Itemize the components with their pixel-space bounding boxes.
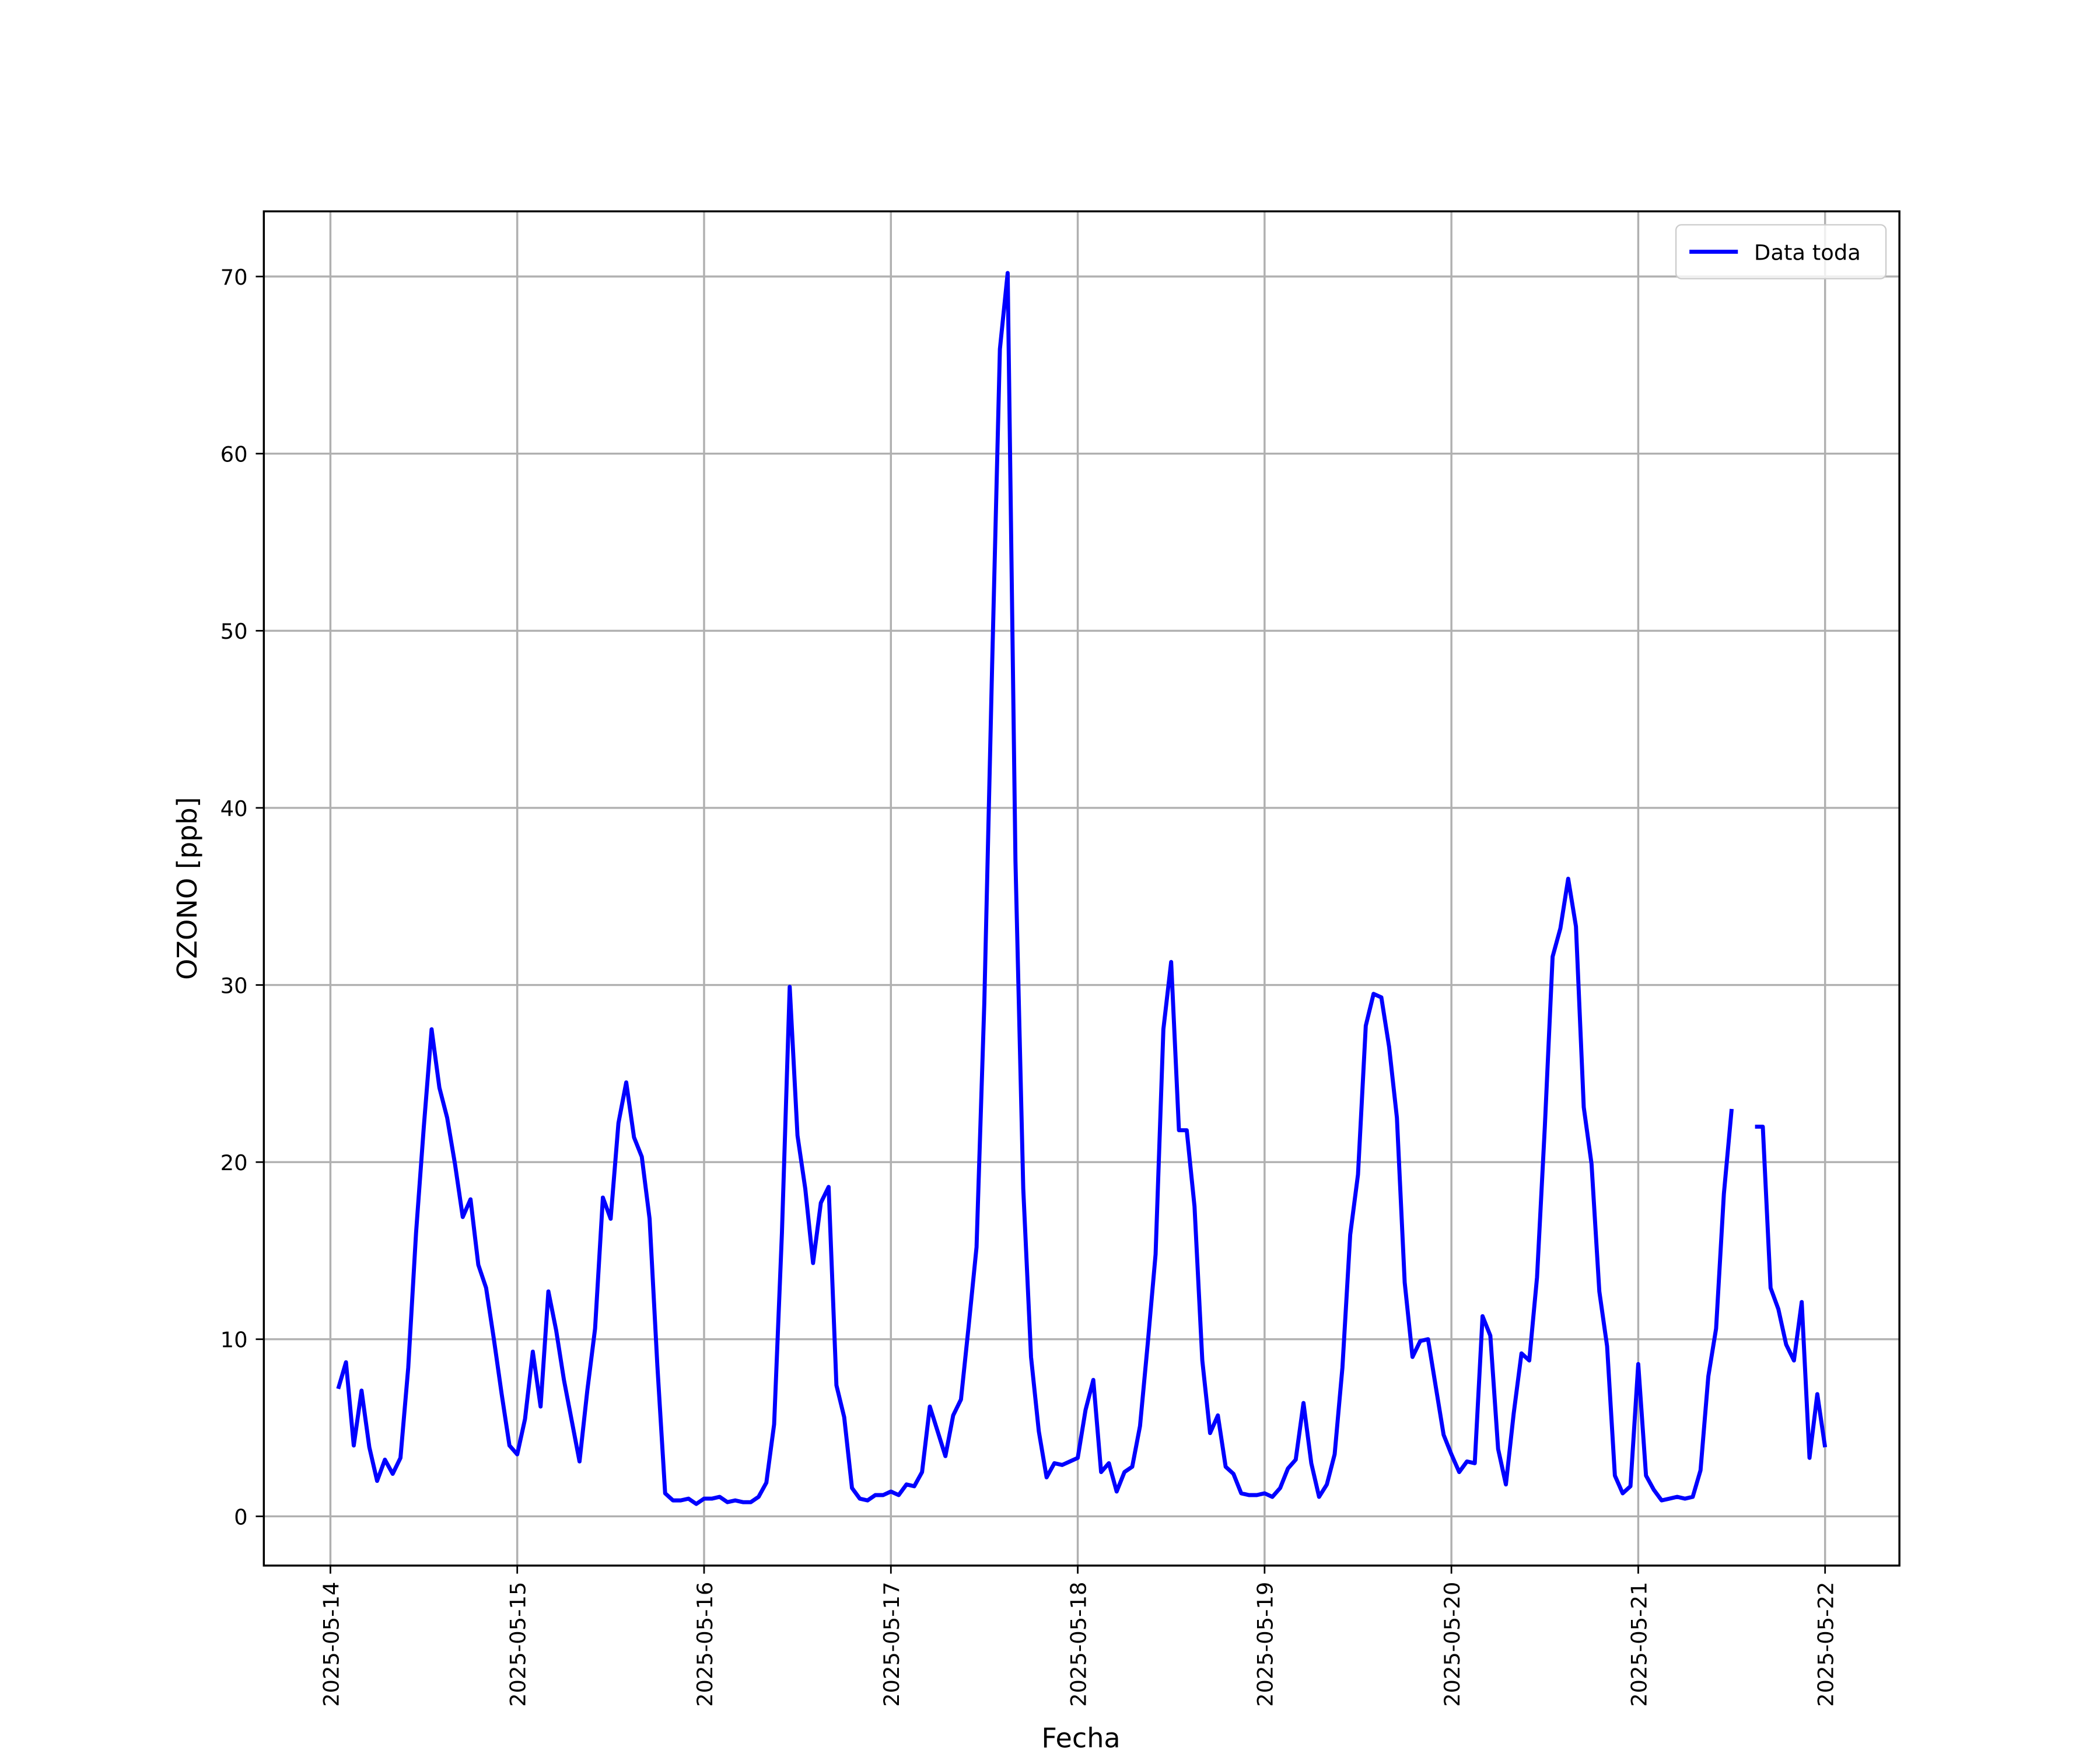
y-tick-label: 0 — [234, 1504, 247, 1530]
x-tick-label: 2025-05-20 — [1440, 1582, 1465, 1707]
y-tick-label: 50 — [220, 619, 248, 644]
y-tick-label: 20 — [220, 1150, 248, 1175]
legend-label: Data toda — [1754, 240, 1861, 265]
y-tick-label: 70 — [220, 265, 248, 290]
x-tick-label: 2025-05-15 — [506, 1582, 531, 1707]
y-tick-label: 60 — [220, 442, 248, 467]
y-tick-label: 30 — [220, 973, 248, 998]
y-tick-label: 40 — [220, 796, 248, 821]
y-axis-label: OZONO [ppb] — [172, 797, 203, 980]
x-tick-label: 2025-05-16 — [692, 1582, 718, 1707]
x-tick-label: 2025-05-21 — [1626, 1582, 1651, 1707]
x-tick-label: 2025-05-19 — [1253, 1582, 1278, 1707]
x-tick-label: 2025-05-17 — [879, 1582, 904, 1707]
x-tick-label: 2025-05-22 — [1814, 1582, 1839, 1707]
legend-box — [1675, 224, 1887, 279]
x-axis-label: Fecha — [1041, 1722, 1120, 1750]
plot-frame — [262, 210, 1901, 1567]
x-tick-label: 2025-05-14 — [318, 1582, 344, 1707]
data-line — [336, 271, 1828, 1506]
y-tick-label: 10 — [220, 1328, 248, 1353]
x-tick-label: 2025-05-18 — [1066, 1582, 1091, 1707]
